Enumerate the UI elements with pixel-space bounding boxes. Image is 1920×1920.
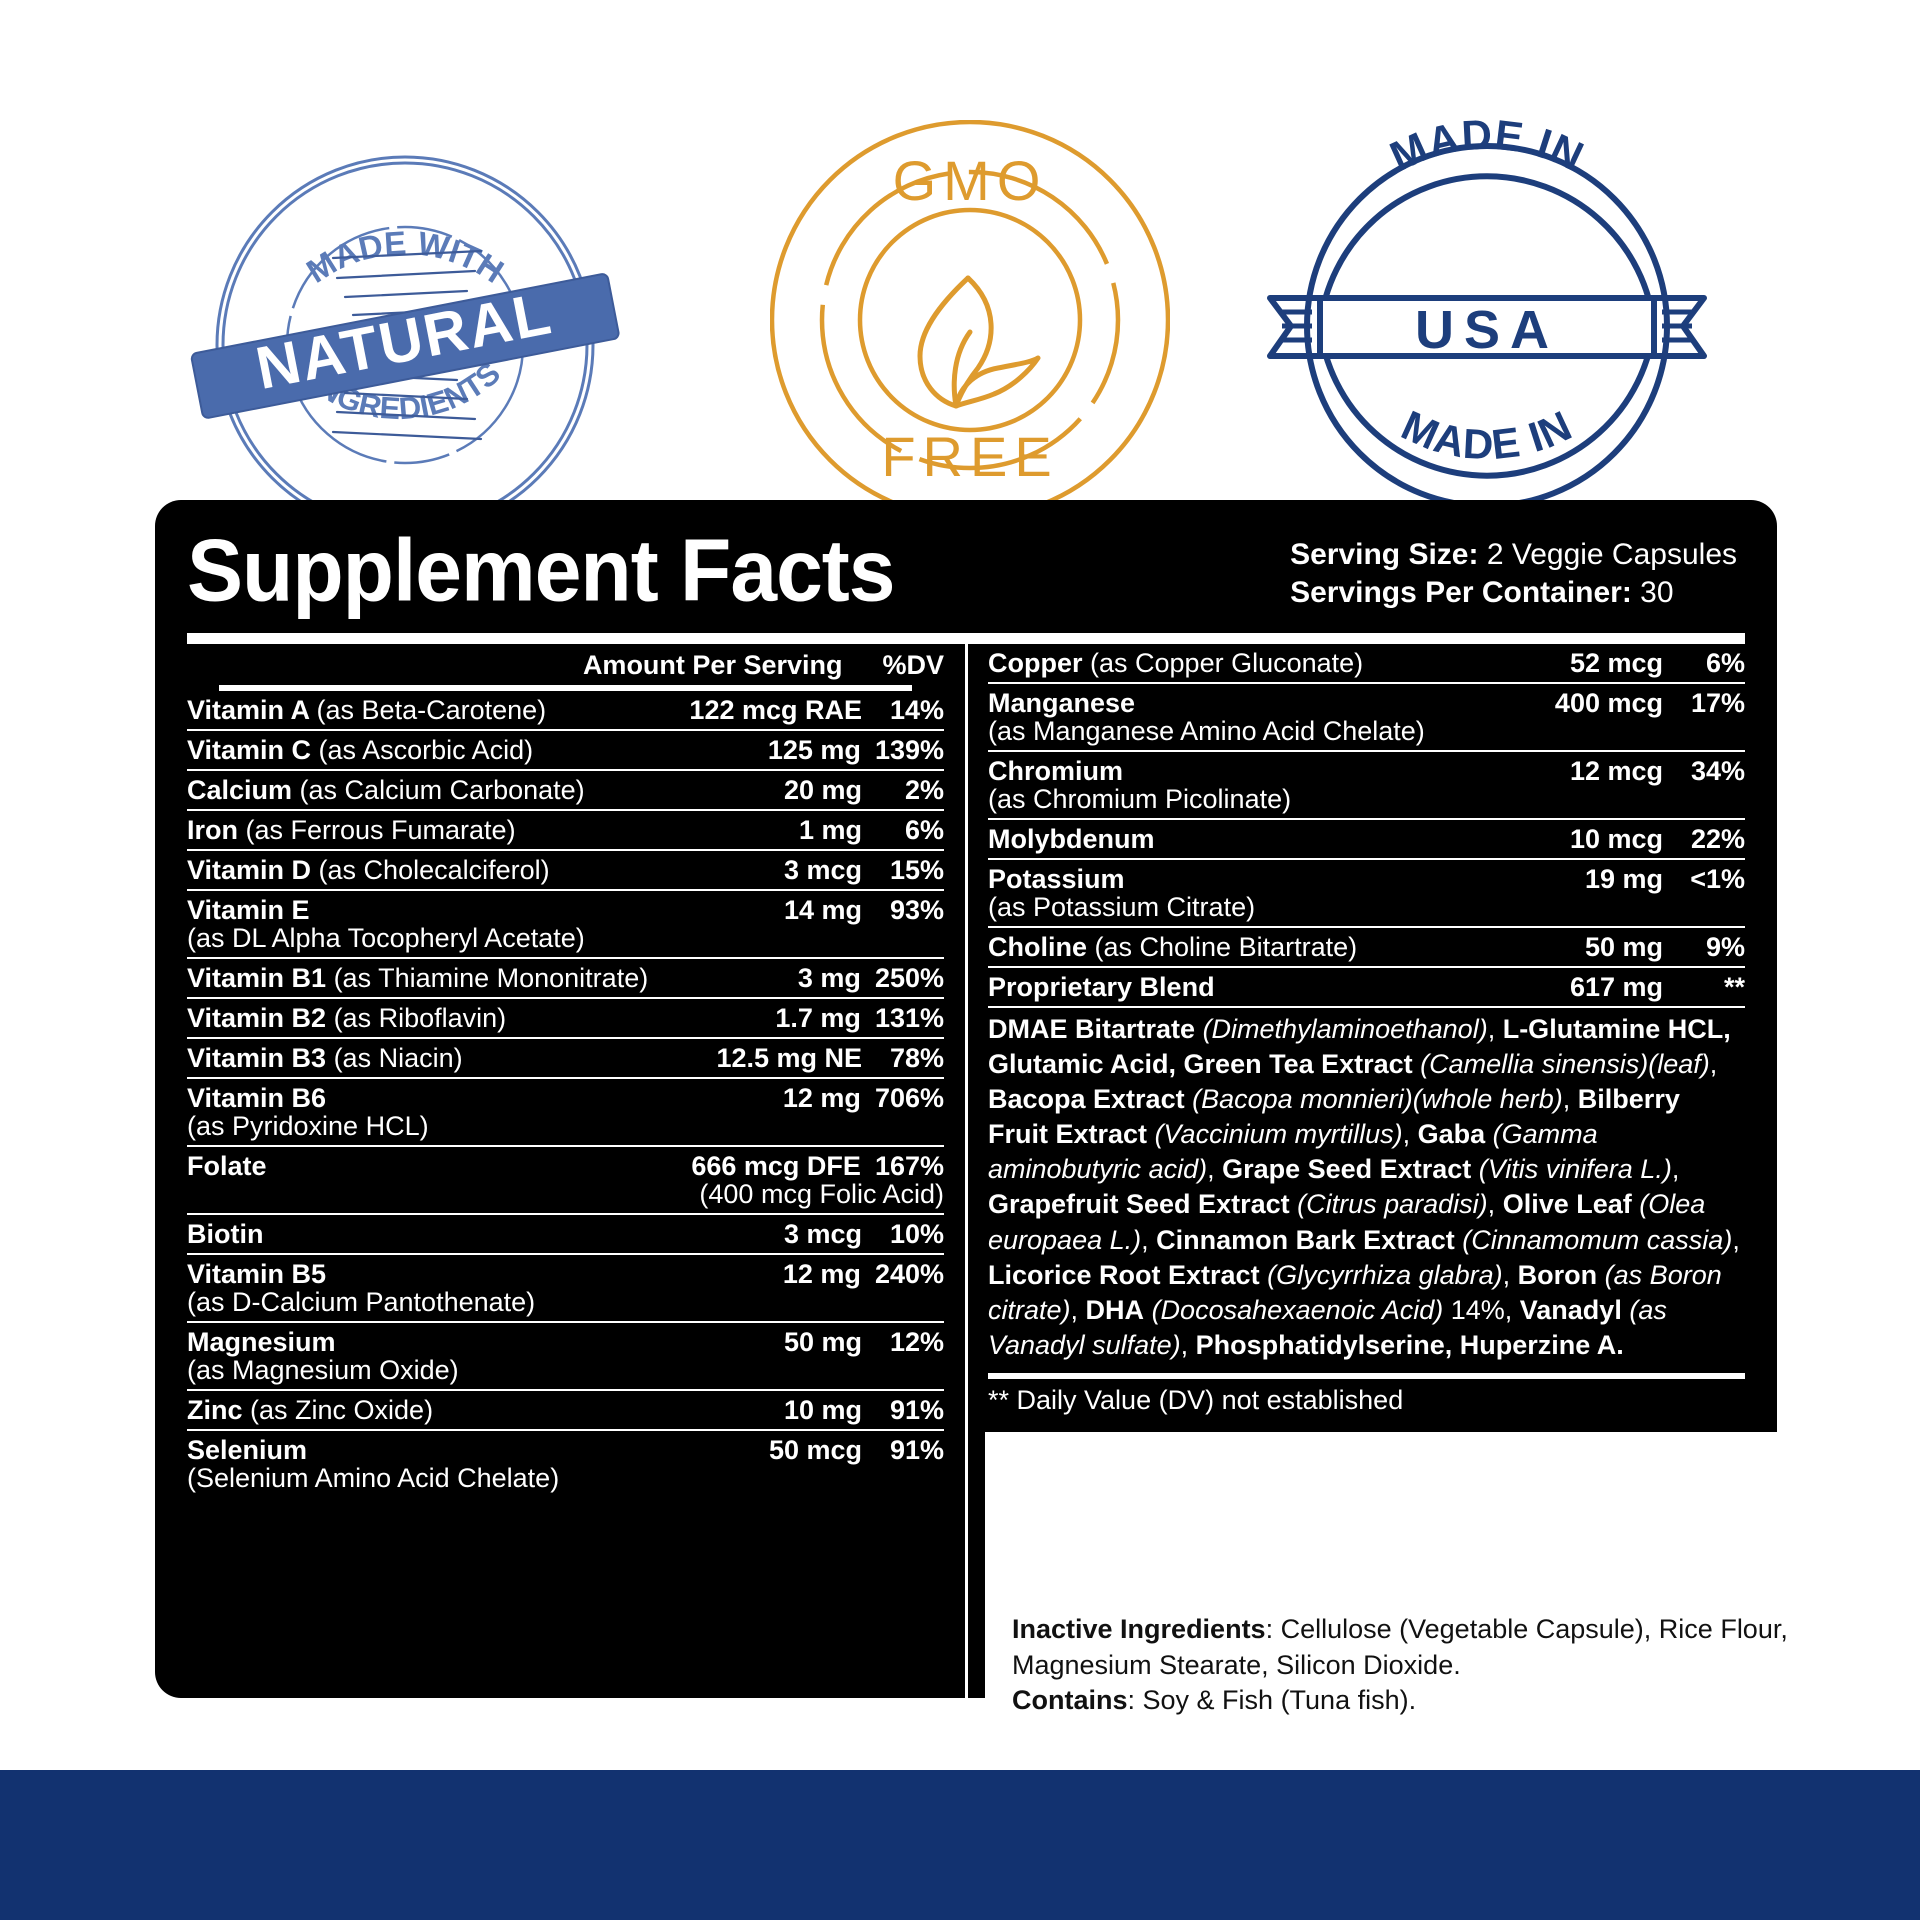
svg-text:USA: USA <box>1415 300 1559 360</box>
svg-text:MADE WITH: MADE WITH <box>300 224 510 290</box>
svg-text:MADE IN: MADE IN <box>1395 401 1579 468</box>
svg-text:MADE IN: MADE IN <box>1383 118 1591 180</box>
svg-text:FREE: FREE <box>881 425 1058 488</box>
svg-text:GMO: GMO <box>893 149 1048 212</box>
